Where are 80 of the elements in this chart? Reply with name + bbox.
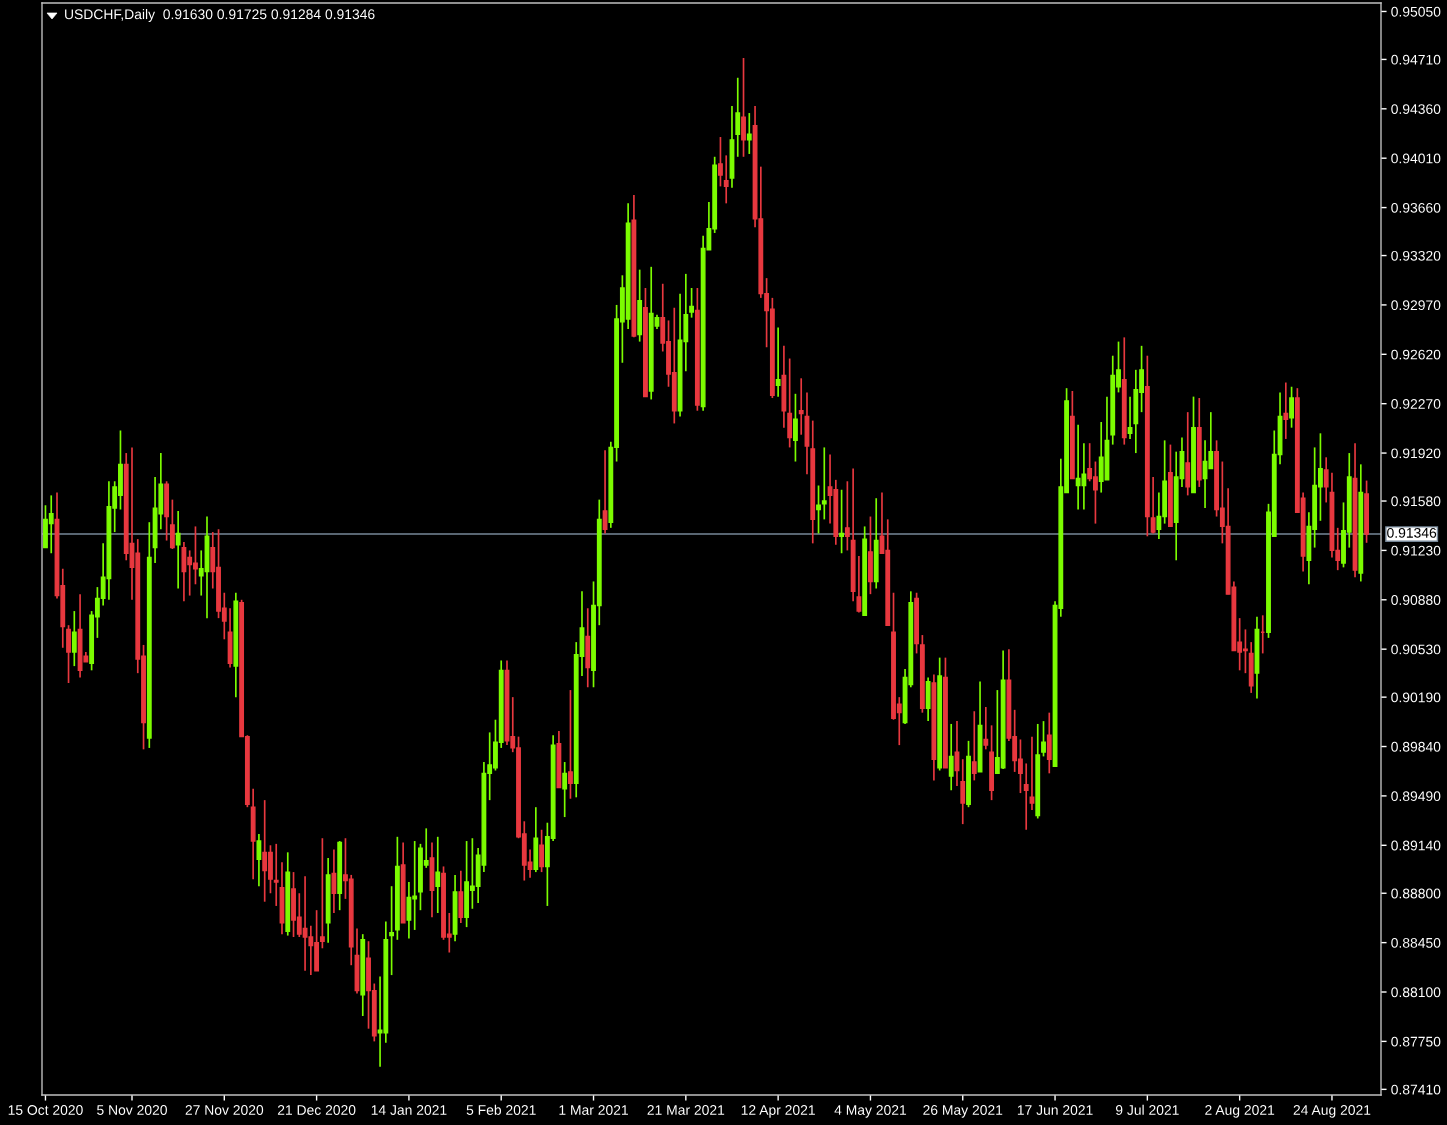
x-tick-label: 12 Apr 2021 (741, 1105, 815, 1118)
candlestick (793, 392, 798, 463)
candlestick (775, 326, 781, 398)
y-tick-label: 0.91920 (1391, 448, 1441, 459)
ref-line-label: 0.91346 (1387, 527, 1437, 538)
y-tick-label: 0.89840 (1391, 741, 1441, 752)
candlestick (723, 154, 729, 205)
x-tick-label: 4 May 2021 (834, 1105, 907, 1118)
y-tick-label: 0.87410 (1391, 1084, 1441, 1095)
candlestick (856, 555, 862, 614)
candlestick (169, 498, 175, 550)
candlestick (746, 112, 752, 155)
candlestick (256, 833, 262, 888)
y-tick-label: 0.92970 (1391, 300, 1441, 311)
candlestick (1323, 456, 1329, 504)
candlestick (562, 761, 568, 818)
x-tick-label: 5 Feb 2021 (466, 1104, 536, 1115)
x-tick-label: 1 Mar 2021 (559, 1105, 628, 1115)
y-tick-label: 0.95050 (1391, 6, 1441, 17)
candlestick (273, 843, 279, 907)
y-tick-label: 0.88800 (1391, 888, 1441, 899)
y-tick-label: 0.89140 (1391, 840, 1441, 851)
y-tick-label: 0.92270 (1391, 399, 1441, 409)
candlestick (175, 510, 181, 590)
candlestick (718, 136, 723, 188)
candlestick (1289, 385, 1295, 429)
candlestick (798, 377, 804, 436)
y-tick-label: 0.92620 (1391, 349, 1441, 360)
candlestick (983, 706, 989, 751)
candlestick (971, 710, 977, 782)
candlestick (816, 484, 821, 535)
candlestick (1185, 411, 1191, 497)
candlestick (741, 57, 746, 158)
y-tick-label: 0.90190 (1391, 692, 1441, 703)
y-tick-label: 0.94710 (1391, 54, 1441, 65)
candlestick (821, 446, 827, 521)
candlestick (844, 480, 850, 552)
y-tick-label: 0.91230 (1391, 545, 1441, 556)
candlestick (1023, 762, 1029, 831)
x-tick-label: 9 Jul 2021 (1115, 1104, 1179, 1115)
candlestick (1150, 476, 1156, 535)
candlestick (1046, 711, 1052, 775)
x-tick-label: 5 Nov 2020 (97, 1105, 167, 1115)
y-tick-label: 0.94360 (1391, 104, 1441, 114)
y-tick-label: 0.91580 (1391, 496, 1441, 507)
y-tick-label: 0.93660 (1391, 202, 1441, 213)
y-tick-label: 0.90530 (1391, 644, 1441, 655)
candlestick (787, 357, 793, 449)
x-tick-label: 14 Jan 2021 (371, 1105, 447, 1115)
y-tick-label: 0.90880 (1391, 595, 1441, 605)
candlestick (1041, 720, 1046, 758)
x-tick-label: 17 Jun 2021 (1017, 1105, 1093, 1115)
candlestick (389, 885, 395, 976)
x-tick-label: 21 Mar 2021 (647, 1105, 725, 1115)
candlestick (71, 610, 77, 667)
chart-title: USDCHF,Daily 0.91630 0.91725 0.91284 0.91346 (65, 9, 375, 22)
candlestick (1283, 381, 1289, 440)
x-tick-label: 2 Aug 2021 (1205, 1105, 1275, 1118)
y-tick-label: 0.88450 (1391, 937, 1441, 948)
x-tick-label: 24 Aug 2021 (1293, 1105, 1371, 1118)
candlestick (735, 76, 741, 158)
candlestick (689, 287, 695, 319)
candlestick (948, 723, 954, 792)
x-tick-label: 15 Oct 2020 (8, 1105, 83, 1115)
candlestick (319, 837, 325, 950)
candlestick (331, 848, 337, 914)
candlestick (435, 835, 441, 914)
y-tick-label: 0.94010 (1391, 153, 1441, 164)
x-tick-label: 27 Nov 2020 (185, 1105, 264, 1115)
y-tick-label: 0.89490 (1391, 791, 1441, 802)
x-tick-label: 26 May 2021 (923, 1105, 1003, 1118)
y-tick-label: 0.88100 (1391, 987, 1441, 998)
candlestick (839, 488, 845, 555)
y-tick-label: 0.87750 (1391, 1036, 1441, 1047)
candlestick (66, 624, 71, 684)
candlestick (568, 689, 573, 800)
candlestick (539, 828, 545, 873)
y-tick-label: 0.93320 (1391, 250, 1441, 261)
candlestick (960, 758, 966, 825)
x-tick-label: 21 Dec 2020 (277, 1105, 356, 1115)
